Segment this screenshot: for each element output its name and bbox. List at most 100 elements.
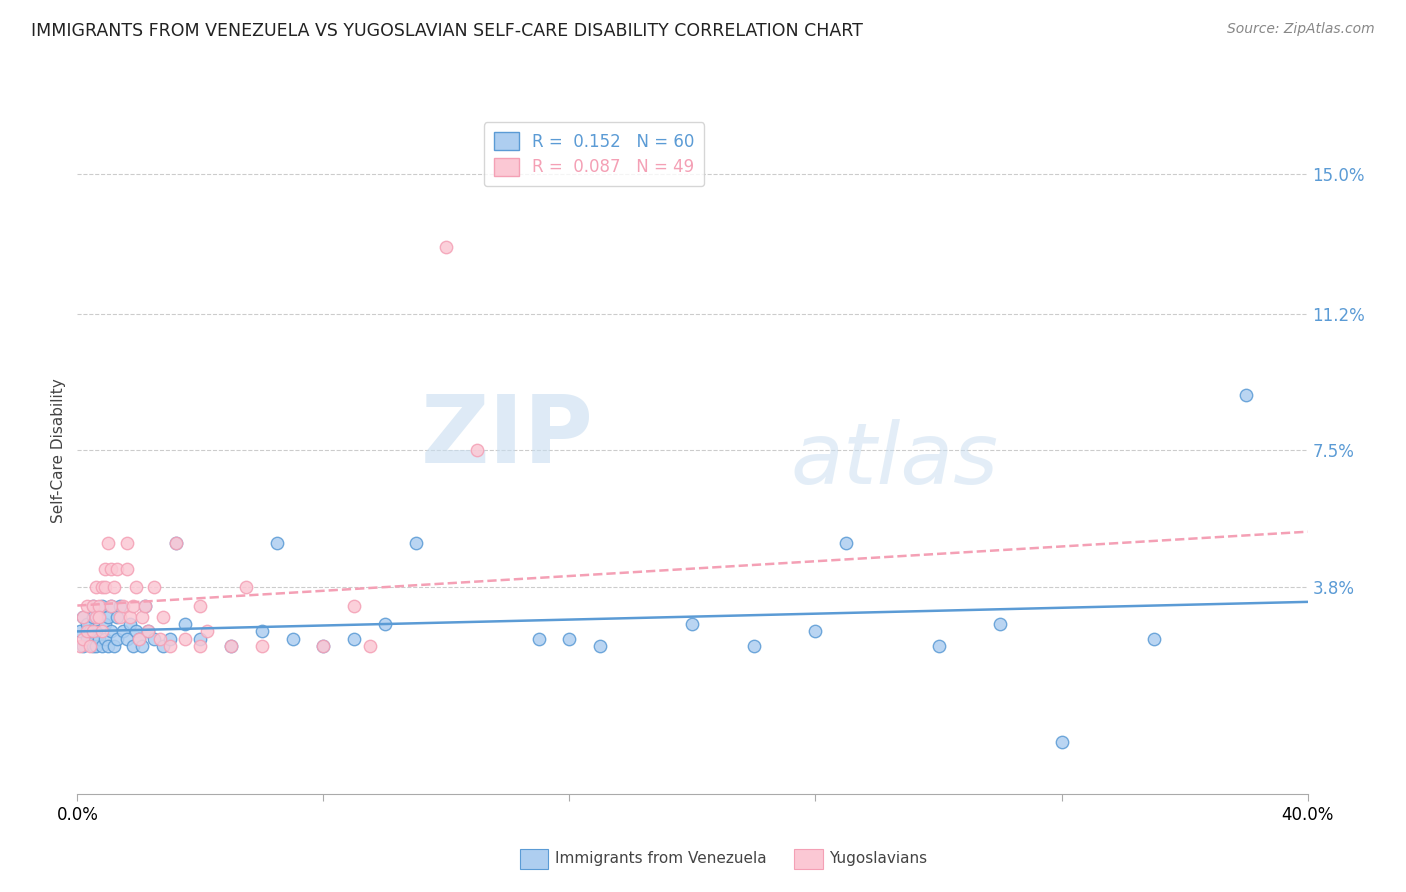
Point [90,639,114,653]
Point [87,609,110,624]
Point [131,609,153,624]
Point [136,624,159,639]
Point [152,609,174,624]
Point [235,580,257,594]
Point [76,632,98,646]
Point [69,639,91,653]
Point [82,624,104,639]
Point [558,632,581,646]
Point [82,599,104,613]
Point [72,609,94,624]
Point [835,535,858,549]
Point [281,632,304,646]
Point [79,639,101,653]
Point [343,632,366,646]
Point [682,617,704,632]
Point [128,632,150,646]
Point [250,639,273,653]
Point [90,580,114,594]
Point [90,624,114,639]
Point [72,609,94,624]
Point [149,632,172,646]
Point [100,561,122,575]
Point [79,624,101,639]
Point [100,599,122,613]
Point [94,561,117,575]
Point [1143,632,1166,646]
Point [69,624,91,639]
Point [118,617,141,632]
Point [82,639,104,653]
Point [72,639,94,653]
Text: atlas: atlas [792,419,998,502]
Point [76,624,98,639]
Point [105,609,128,624]
Point [84,580,107,594]
Point [1050,735,1073,749]
Point [115,632,138,646]
Point [110,609,132,624]
Text: ZIP: ZIP [422,391,595,483]
Point [159,632,181,646]
Point [97,609,120,624]
Point [97,535,120,549]
Point [121,639,143,653]
Point [87,599,110,613]
Point [134,599,156,613]
Text: Source: ZipAtlas.com: Source: ZipAtlas.com [1227,22,1375,37]
Text: IMMIGRANTS FROM VENEZUELA VS YUGOSLAVIAN SELF-CARE DISABILITY CORRELATION CHART: IMMIGRANTS FROM VENEZUELA VS YUGOSLAVIAN… [31,22,863,40]
Point [804,624,827,639]
Point [742,639,765,653]
Point [100,599,122,613]
Point [174,632,197,646]
Point [97,639,120,653]
Point [103,639,125,653]
Point [250,624,273,639]
Point [312,639,335,653]
Point [136,624,159,639]
Point [105,561,128,575]
Point [76,599,98,613]
Text: Yugoslavians: Yugoslavians [830,852,928,866]
Point [100,624,122,639]
Point [103,580,125,594]
Point [94,617,117,632]
Point [121,599,143,613]
Point [527,632,550,646]
Point [165,535,187,549]
Point [589,639,612,653]
Point [195,624,218,639]
Point [112,624,135,639]
Point [76,617,98,632]
Point [110,599,132,613]
Point [165,535,187,549]
Point [84,609,107,624]
Point [343,599,366,613]
Point [94,580,117,594]
Point [405,535,427,549]
Point [134,599,156,613]
Point [125,580,148,594]
Legend: R =  0.152   N = 60, R =  0.087   N = 49: R = 0.152 N = 60, R = 0.087 N = 49 [484,122,704,186]
Point [115,561,138,575]
Point [87,609,110,624]
Point [312,639,335,653]
Point [374,617,396,632]
Point [219,639,242,653]
Point [1234,388,1257,402]
Point [359,639,381,653]
Point [188,639,212,653]
Point [105,632,128,646]
Point [82,599,104,613]
Point [988,617,1011,632]
Point [125,624,148,639]
Point [143,632,166,646]
Point [72,632,94,646]
Point [82,609,104,624]
Text: Immigrants from Venezuela: Immigrants from Venezuela [555,852,768,866]
Y-axis label: Self-Care Disability: Self-Care Disability [51,378,66,523]
Point [152,639,174,653]
Point [112,599,135,613]
Point [84,639,107,653]
Point [84,624,107,639]
